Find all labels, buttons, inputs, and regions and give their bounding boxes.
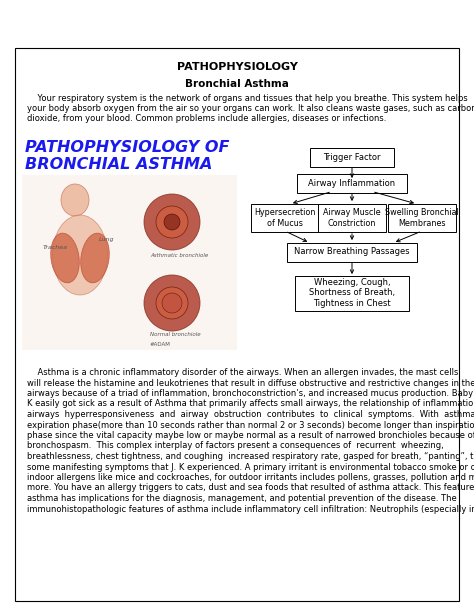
Text: Trachea: Trachea — [43, 245, 68, 250]
Text: Wheezing, Cough,
Shortness of Breath,
Tightness in Chest: Wheezing, Cough, Shortness of Breath, Ti… — [309, 278, 395, 308]
Text: expiration phase(more than 10 seconds rather than normal 2 or 3 seconds) become : expiration phase(more than 10 seconds ra… — [27, 421, 474, 430]
Circle shape — [144, 275, 200, 331]
Circle shape — [156, 206, 188, 238]
Circle shape — [144, 194, 200, 250]
Text: phase since the vital capacity maybe low or maybe normal as a result of narrowed: phase since the vital capacity maybe low… — [27, 431, 474, 440]
Text: Airway Inflammation: Airway Inflammation — [309, 178, 396, 188]
Text: Asthmatic bronchiole: Asthmatic bronchiole — [150, 253, 208, 258]
Text: PATHOPHYSIOLOGY: PATHOPHYSIOLOGY — [176, 62, 298, 72]
Circle shape — [156, 287, 188, 319]
FancyBboxPatch shape — [318, 204, 386, 232]
FancyBboxPatch shape — [295, 275, 409, 311]
Text: PATHOPHYSIOLOGY OF: PATHOPHYSIOLOGY OF — [25, 140, 229, 155]
Text: Lung: Lung — [99, 237, 115, 242]
Ellipse shape — [53, 215, 108, 295]
Text: breathlessness, chest tightness, and coughing  increased respiratory rate, gaspe: breathlessness, chest tightness, and cou… — [27, 452, 474, 461]
Text: bronchospasm.  This complex interplay of factors present a consequences of  recu: bronchospasm. This complex interplay of … — [27, 441, 444, 451]
Text: Hypersecretion
of Mucus: Hypersecretion of Mucus — [255, 208, 316, 228]
Text: indoor allergens like mice and cockroaches, for outdoor irritants includes polle: indoor allergens like mice and cockroach… — [27, 473, 474, 482]
Text: more. You have an allergy triggers to cats, dust and sea foods that resulted of : more. You have an allergy triggers to ca… — [27, 484, 474, 492]
FancyBboxPatch shape — [15, 48, 459, 601]
Text: asthma has implications for the diagnosis, management, and potential prevention : asthma has implications for the diagnosi… — [27, 494, 457, 503]
Text: #ADAM: #ADAM — [150, 342, 171, 347]
FancyBboxPatch shape — [287, 243, 417, 262]
FancyBboxPatch shape — [310, 148, 394, 167]
Text: immunohistopathologic features of asthma include inflammatory cell infiltration:: immunohistopathologic features of asthma… — [27, 504, 474, 514]
Text: your body absorb oxygen from the air so your organs can work. It also cleans was: your body absorb oxygen from the air so … — [27, 104, 474, 113]
Text: Trigger Factor: Trigger Factor — [323, 153, 381, 161]
Text: will release the histamine and leukotrienes that result in diffuse obstructive a: will release the histamine and leukotrie… — [27, 378, 474, 387]
Text: dioxide, from your blood. Common problems include allergies, diseases or infecti: dioxide, from your blood. Common problem… — [27, 114, 386, 123]
Text: Normal bronchiole: Normal bronchiole — [150, 332, 201, 337]
Text: Asthma is a chronic inflammatory disorder of the airways. When an allergen invad: Asthma is a chronic inflammatory disorde… — [27, 368, 458, 377]
Ellipse shape — [51, 233, 79, 283]
Ellipse shape — [61, 184, 89, 216]
FancyBboxPatch shape — [388, 204, 456, 232]
FancyBboxPatch shape — [251, 204, 319, 232]
Circle shape — [162, 293, 182, 313]
Text: K easily got sick as a result of Asthma that primarily affects small airways, th: K easily got sick as a result of Asthma … — [27, 400, 474, 408]
FancyBboxPatch shape — [297, 173, 407, 192]
Text: BRONCHIAL ASTHMA: BRONCHIAL ASTHMA — [25, 157, 212, 172]
Text: airways  hyperresponsiveness  and  airway  obstruction  contributes  to  clinica: airways hyperresponsiveness and airway o… — [27, 410, 474, 419]
Text: Swelling Bronchial
Membranes: Swelling Bronchial Membranes — [385, 208, 459, 228]
Text: Narrow Breathing Passages: Narrow Breathing Passages — [294, 248, 410, 256]
Circle shape — [164, 214, 180, 230]
Text: Bronchial Asthma: Bronchial Asthma — [185, 79, 289, 89]
Text: Your respiratory system is the network of organs and tissues that help you breat: Your respiratory system is the network o… — [27, 94, 468, 103]
Ellipse shape — [81, 233, 109, 283]
FancyBboxPatch shape — [22, 175, 237, 350]
Text: Airway Muscle
Constriction: Airway Muscle Constriction — [323, 208, 381, 228]
Text: airways because of a triad of inflammation, bronchoconstriction’s, and increased: airways because of a triad of inflammati… — [27, 389, 474, 398]
Text: some manifesting symptoms that J. K experienced. A primary irritant is environme: some manifesting symptoms that J. K expe… — [27, 462, 474, 471]
